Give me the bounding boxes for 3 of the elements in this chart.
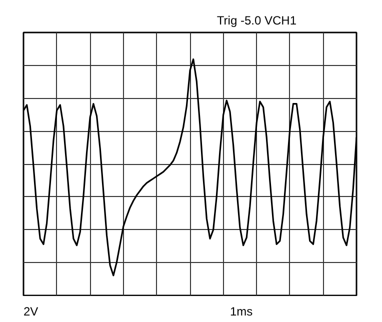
text: 2V — [24, 304, 38, 319]
chart-title: Trig -5.0 VCH1 — [216, 14, 297, 28]
text: 1ms — [230, 304, 253, 319]
